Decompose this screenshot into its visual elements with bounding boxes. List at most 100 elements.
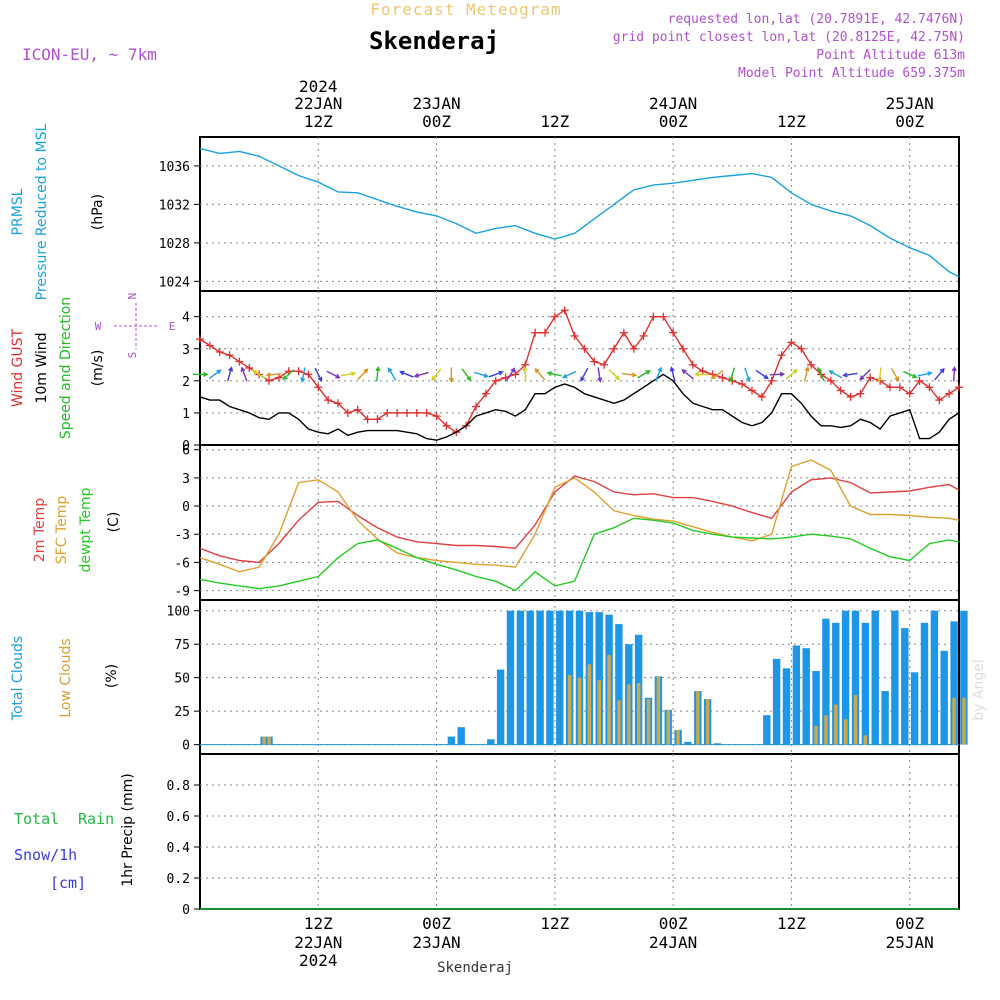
wind-direction-arrow (934, 367, 945, 381)
gust-marker (580, 344, 589, 353)
bottom-time-label: 00Z (659, 914, 688, 933)
gust-marker (442, 421, 451, 430)
top-time-label: 23JAN (412, 94, 460, 113)
gust-marker (856, 389, 865, 398)
wind-ytick-label: 1 (182, 407, 190, 422)
gust-marker (472, 402, 480, 411)
model-label: ICON-EU, ~ 7km (22, 45, 157, 64)
total-cloud-bar (871, 610, 879, 745)
total-cloud-label: Total Clouds (10, 636, 26, 721)
wind-direction-arrow (654, 366, 663, 382)
precip-unit: 1hr Precip (mm) (120, 773, 136, 886)
wind-direction-arrow (226, 366, 234, 382)
wind-direction-arrow (461, 368, 472, 382)
low-cloud-bar (676, 729, 680, 745)
gust-marker (679, 344, 687, 353)
gust-marker (422, 408, 431, 417)
total-cloud-bar (940, 650, 948, 745)
model-altitude: Model Point Altitude 659.375m (738, 66, 965, 81)
total-cloud-bar (457, 727, 465, 745)
wind-direction-arrow (251, 369, 266, 379)
temperature-panel: -9 -6 -3 0 3 6 (174, 444, 960, 601)
total-cloud-bar (447, 736, 456, 745)
gust-marker (807, 360, 816, 369)
top-time-label: 00Z (895, 112, 924, 131)
wind-direction-arrow (597, 367, 603, 383)
wind-direction-arrow (448, 367, 454, 383)
precip-total-label: Total (14, 810, 59, 828)
wind-direction-arrow (534, 368, 546, 381)
gust-marker (324, 396, 333, 405)
gust-marker (235, 357, 244, 366)
low-cloud-bar (646, 699, 651, 745)
low-cloud-bar (843, 719, 848, 745)
gust-marker (511, 370, 520, 379)
wind-ytick-label: 0 (182, 439, 190, 454)
temperature-ytick-label: 3 (182, 472, 190, 487)
pressure-panel: 1024 1028 1032 1036 (159, 136, 960, 292)
pressure-label-2: Pressure Reduced to MSL (34, 123, 50, 300)
low-cloud-bar (962, 697, 966, 745)
temperature-ytick-label: -6 (174, 556, 190, 571)
clouds-panel: 0 25 50 75 100 (167, 599, 968, 755)
precip-ytick-label: 0.4 (167, 841, 191, 856)
low-cloud-bar (863, 735, 868, 745)
gust-marker (531, 328, 540, 337)
total-cloud-bar (792, 645, 801, 745)
pressure-unit: (hPa) (90, 194, 106, 230)
gust-marker (196, 335, 204, 344)
t2m-label: 2m Temp (32, 498, 48, 562)
super-title: Forecast Meteogram (370, 0, 561, 19)
total-cloud-bar (556, 610, 564, 745)
gust-marker (314, 383, 323, 392)
gust-marker (777, 351, 786, 360)
precip-frame (199, 753, 960, 910)
gust-marker (915, 376, 924, 385)
compass-e: E (169, 320, 176, 333)
wind-direction-arrow (637, 370, 651, 379)
gust-marker (955, 383, 963, 392)
gust-marker (403, 408, 411, 417)
low-cloud-bar (656, 676, 661, 745)
wind-direction-arrow (265, 372, 281, 378)
wind-direction-arrow (828, 370, 843, 379)
wind-direction-arrow (710, 369, 724, 380)
pressure-ytick-label: 1028 (159, 237, 190, 252)
gust-marker (629, 344, 638, 353)
precip-rain-label: Rain (78, 810, 114, 828)
gust-marker (560, 306, 569, 315)
total-cloud-bar (526, 610, 534, 745)
gust-marker (570, 331, 579, 340)
wind-direction-arrow (769, 371, 786, 377)
pressure-series-prmsl (199, 147, 960, 278)
gust-marker (886, 383, 894, 392)
wind-direction-arrow (326, 370, 341, 379)
bottom-time-label: 00Z (422, 914, 451, 933)
gust-marker (718, 373, 727, 382)
wind-panel: 0 1 2 3 4 (182, 290, 963, 454)
temperature-ytick-label: -9 (174, 585, 190, 600)
bottom-time-label: 12Z (540, 914, 569, 933)
cloud-unit: (%) (104, 664, 120, 688)
total-cloud-bar (930, 610, 939, 745)
bottom-time-label: 12Z (777, 914, 806, 933)
gust-marker (895, 383, 904, 392)
total-cloud-bar (615, 624, 623, 745)
gust-marker (905, 389, 914, 398)
wind-direction-arrow (608, 369, 621, 381)
low-cloud-bar (853, 695, 858, 745)
gust-marker (826, 376, 835, 385)
low-cloud-bar (627, 684, 631, 745)
precip-cm-label: [cm] (50, 874, 86, 892)
total-cloud-bar (812, 671, 820, 745)
gust-marker (787, 338, 796, 347)
gust-marker (767, 376, 776, 385)
gust-marker (669, 328, 678, 337)
gust-marker (383, 408, 392, 417)
low-cloud-bar (587, 664, 592, 745)
bottom-time-label: 24JAN (649, 933, 697, 952)
gust-marker (600, 360, 609, 369)
total-cloud-bar (822, 618, 830, 745)
wind-direction-arrow (890, 367, 900, 382)
wind-ytick-label: 3 (182, 343, 190, 358)
